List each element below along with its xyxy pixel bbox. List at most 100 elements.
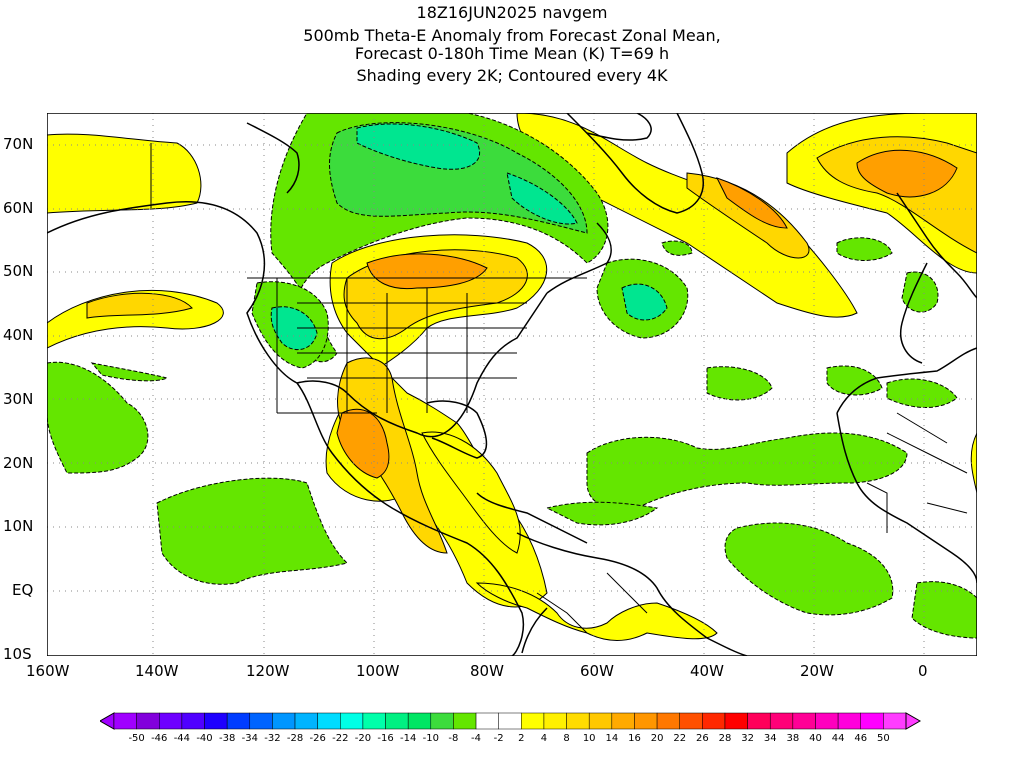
colorbar-tick-label: -26 <box>309 733 326 744</box>
lon-label-80w: 80W <box>470 662 504 680</box>
colorbar-swatch <box>634 712 658 730</box>
colorbar-swatch <box>837 712 861 730</box>
colorbar-swatch <box>792 712 816 730</box>
colorbar-swatch <box>611 712 635 730</box>
lat-label-40n: 40N <box>3 326 34 344</box>
colorbar-swatch <box>588 712 613 730</box>
colorbar-tick-label: -34 <box>241 733 258 744</box>
colorbar-tick-label: 44 <box>831 733 845 744</box>
colorbar-tick-label: 38 <box>786 733 800 744</box>
colorbar-swatch <box>747 712 771 730</box>
colorbar-tick-label: -46 <box>151 733 168 744</box>
colorbar-tick-label: -22 <box>332 733 349 744</box>
colorbar-tick-label: -8 <box>448 733 459 744</box>
lat-label-70n: 70N <box>3 135 34 153</box>
lon-label-100w: 100W <box>356 662 400 680</box>
colorbar-swatch <box>407 712 432 730</box>
colorbar <box>100 712 922 730</box>
colorbar-tick-label: 8 <box>563 733 570 744</box>
colorbar-swatch <box>317 712 341 730</box>
colorbar-tick-label: -10 <box>422 733 439 744</box>
colorbar-swatch <box>430 712 454 730</box>
colorbar-tick-label: -20 <box>354 733 372 744</box>
graticule <box>47 113 977 656</box>
colorbar-swatch <box>385 712 409 730</box>
colorbar-swatch <box>249 712 273 730</box>
colorbar-swatch <box>679 712 703 730</box>
colorbar-swatch <box>340 712 364 730</box>
colorbar-swatch <box>883 712 907 730</box>
lat-label-30n: 30N <box>3 390 34 408</box>
colorbar-swatch <box>136 712 160 730</box>
colorbar-tick-label: -38 <box>218 733 236 744</box>
colorbar-tick-label: 34 <box>763 733 777 744</box>
colorbar-swatch <box>362 712 386 730</box>
political-borders <box>150 143 968 634</box>
colorbar-tick-label: -32 <box>264 733 281 744</box>
lon-label-140w: 140W <box>135 662 179 680</box>
colorbar-tick-label: -40 <box>196 733 213 744</box>
lat-label-eq: EQ <box>12 581 34 599</box>
colorbar-swatch <box>498 712 522 730</box>
colorbar-tick-label: -16 <box>377 733 394 744</box>
title-line-1: 18Z16JUN2025 navgem <box>416 3 608 22</box>
lon-label-40w: 40W <box>690 662 724 680</box>
colorbar-tick-label: 28 <box>718 733 732 744</box>
colorbar-tick-label: -4 <box>471 733 482 744</box>
colorbar-swatch <box>226 712 251 730</box>
colorbar-tick-label: -2 <box>493 733 504 744</box>
colorbar-swatch <box>294 712 318 730</box>
lat-label-60n: 60N <box>3 199 34 217</box>
colorbar-left-arrow <box>100 712 115 730</box>
colorbar-labels: -50 -46 -44 -40 -38 -34 -32 -28 -26 -22 -20 -16 -14-… <box>0 733 1024 747</box>
colorbar-tick-label: 16 <box>628 733 641 744</box>
colorbar-tick-label: 22 <box>673 733 687 744</box>
colorbar-swatch <box>860 712 884 730</box>
lon-label-160w: 160W <box>26 662 70 680</box>
colorbar-swatch <box>521 712 545 730</box>
colorbar-swatch <box>181 712 205 730</box>
colorbar-tick-label: 32 <box>741 733 754 744</box>
title-line-2: 500mb Theta-E Anomaly from Forecast Zona… <box>303 26 721 45</box>
colorbar-tick-label: 46 <box>854 733 868 744</box>
colorbar-right-arrow <box>905 712 922 730</box>
colorbar-tick-label: 14 <box>605 733 619 744</box>
colorbar-tick-label: -50 <box>128 733 145 744</box>
negative-anomaly-regions <box>47 113 977 639</box>
colorbar-swatch <box>159 712 183 730</box>
lon-label-60w: 60W <box>580 662 614 680</box>
title-line-3: Forecast 0-180h Time Mean (K) T=69 h <box>354 44 670 63</box>
colorbar-tick-label: 50 <box>876 733 890 744</box>
colorbar-tick-label: 26 <box>695 733 709 744</box>
colorbar-swatch <box>702 712 726 730</box>
colorbar-swatch <box>815 712 839 730</box>
colorbar-tick-label: 20 <box>650 733 664 744</box>
colorbar-swatch <box>724 712 748 730</box>
colorbar-swatch <box>113 712 137 730</box>
lon-label-0: 0 <box>918 662 928 680</box>
colorbar-swatch <box>769 712 794 730</box>
lon-label-120w: 120W <box>246 662 290 680</box>
colorbar-tick-label: 40 <box>809 733 822 744</box>
coastlines <box>47 113 977 656</box>
lat-label-20n: 20N <box>3 454 34 472</box>
title-line-4: Shading every 2K; Contoured every 4K <box>356 66 668 85</box>
colorbar-swatch <box>475 712 499 730</box>
lat-label-10s: 10S <box>3 645 32 663</box>
colorbar-tick-label: 4 <box>540 733 548 744</box>
colorbar-tick-label: 2 <box>518 733 525 744</box>
colorbar-swatch <box>566 712 590 730</box>
colorbar-tick-label: -14 <box>399 733 417 744</box>
colorbar-swatch <box>453 712 477 730</box>
colorbar-swatch <box>543 712 567 730</box>
anomaly-map <box>47 113 977 656</box>
colorbar-swatch <box>656 712 680 730</box>
colorbar-swatch <box>272 712 296 730</box>
colorbar-tick-label: -44 <box>173 733 191 744</box>
lat-label-50n: 50N <box>3 262 34 280</box>
lat-label-10n: 10N <box>3 517 34 535</box>
colorbar-tick-label: 10 <box>582 733 596 744</box>
lon-label-20w: 20W <box>800 662 834 680</box>
colorbar-swatch <box>204 712 228 730</box>
colorbar-tick-label: -28 <box>286 733 304 744</box>
